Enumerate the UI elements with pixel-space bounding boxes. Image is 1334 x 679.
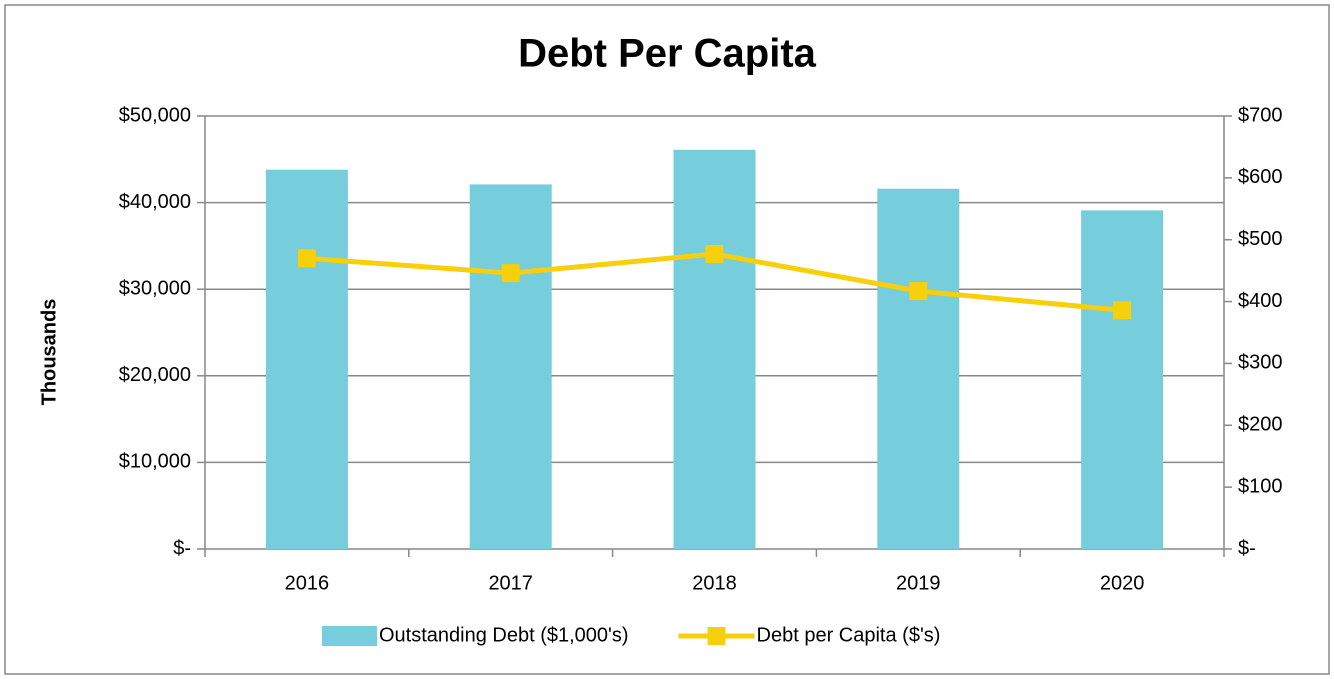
chart-title: Debt Per Capita — [518, 32, 817, 76]
x-tick-label: 2019 — [896, 572, 941, 594]
y2-tick-label: $500 — [1238, 228, 1283, 250]
y2-tick-label: $600 — [1238, 166, 1283, 188]
bar — [469, 184, 552, 549]
y-tick-label: $30,000 — [119, 277, 191, 299]
y2-tick-label: $400 — [1238, 290, 1283, 312]
y-tick-label: $40,000 — [119, 191, 191, 213]
x-tick-label: 2018 — [692, 572, 737, 594]
marker — [909, 282, 928, 301]
y-tick-label: $10,000 — [119, 451, 191, 473]
y2-tick-label: $300 — [1238, 352, 1283, 374]
marker — [1113, 301, 1132, 320]
x-tick-label: 2017 — [488, 572, 533, 594]
legend-swatch — [322, 626, 377, 646]
marker — [501, 264, 520, 283]
marker — [705, 244, 724, 263]
bar — [265, 169, 348, 549]
y-tick-label: $50,000 — [119, 104, 191, 126]
x-tick-label: 2016 — [285, 572, 330, 594]
bar — [877, 188, 960, 549]
y-tick-label: $20,000 — [119, 364, 191, 386]
legend-marker — [707, 627, 726, 645]
bar — [1081, 210, 1164, 550]
y2-tick-label: $- — [1238, 537, 1256, 559]
y-axis-label: Thousands — [38, 299, 60, 406]
legend-label: Outstanding Debt ($1,000's) — [379, 624, 629, 646]
y2-tick-label: $100 — [1238, 475, 1283, 497]
y-tick-label: $- — [173, 537, 191, 559]
bar — [673, 149, 756, 550]
marker — [297, 249, 316, 268]
y2-tick-label: $700 — [1238, 104, 1283, 126]
y2-tick-label: $200 — [1238, 414, 1283, 436]
legend-label: Debt per Capita ($'s) — [757, 624, 941, 646]
x-tick-label: 2020 — [1100, 572, 1145, 594]
